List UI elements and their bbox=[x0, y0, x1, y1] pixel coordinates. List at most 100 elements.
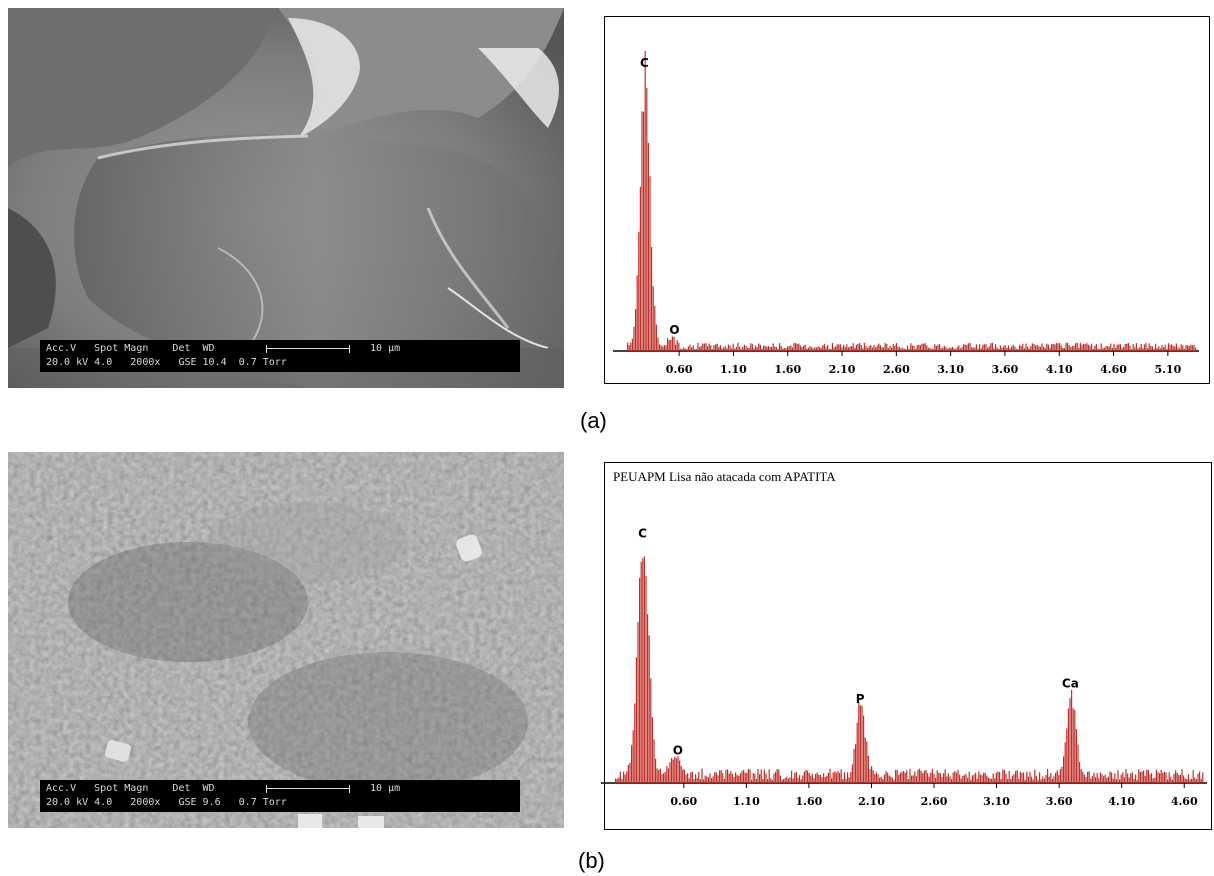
spectrum-bar bbox=[714, 772, 716, 783]
spectrum-bar bbox=[619, 771, 621, 783]
spectrum-bar bbox=[923, 343, 925, 351]
spectrum-bar bbox=[1149, 774, 1151, 783]
spectrum-bar bbox=[869, 769, 871, 783]
spectrum-bar bbox=[1199, 771, 1201, 783]
spectrum-bar bbox=[1015, 771, 1017, 783]
spectrum-bar bbox=[732, 343, 734, 351]
spectrum-bar bbox=[947, 773, 949, 783]
spectrum-bar bbox=[813, 778, 815, 783]
spectrum-bar bbox=[1115, 779, 1117, 783]
spectrum-bar bbox=[769, 346, 771, 351]
spectrum-bar bbox=[1020, 346, 1022, 351]
spectrum-bar bbox=[1147, 770, 1149, 783]
spectrum-bar bbox=[934, 344, 936, 351]
x-tick-label: 1.10 bbox=[720, 363, 747, 376]
spectrum-bar bbox=[699, 347, 701, 351]
spectrum-bar bbox=[938, 772, 940, 783]
spectrum-bar bbox=[751, 779, 753, 783]
spectrum-bar bbox=[624, 774, 626, 783]
spectrum-bar bbox=[825, 346, 827, 351]
spectrum-bar bbox=[833, 347, 835, 351]
spectrum-bar bbox=[1057, 343, 1059, 351]
spectrum-bar bbox=[690, 772, 692, 783]
spectrum-bar bbox=[815, 774, 817, 783]
spectrum-bar bbox=[914, 771, 916, 783]
spectrum-bar bbox=[1150, 345, 1152, 351]
spectrum-bar bbox=[651, 717, 653, 783]
spectrum-bar bbox=[895, 769, 897, 783]
spectrum-bar bbox=[748, 348, 750, 351]
spectrum-bar bbox=[669, 762, 671, 783]
spectrum-bar bbox=[887, 348, 889, 351]
spectrum-bar bbox=[957, 769, 959, 783]
spectrum-bar bbox=[836, 344, 838, 351]
spectrum-bar bbox=[1115, 347, 1117, 351]
spectrum-bar bbox=[995, 344, 997, 351]
sem-info-row1-b: Acc.V Spot Magn Det WD bbox=[46, 783, 215, 794]
spectrum-bar bbox=[787, 346, 789, 351]
spectrum-bar bbox=[715, 344, 717, 351]
spectrum-bar bbox=[1052, 343, 1054, 351]
spectrum-bar bbox=[911, 345, 913, 351]
spectrum-bar bbox=[1119, 779, 1121, 783]
spectrum-bar bbox=[1193, 344, 1195, 351]
spectrum-bar bbox=[628, 344, 630, 351]
spectrum-bar bbox=[899, 772, 901, 783]
spectrum-bar bbox=[1092, 348, 1094, 351]
spectrum-bar bbox=[827, 344, 829, 351]
spectrum-bar bbox=[735, 346, 737, 351]
spectrum-bar bbox=[1129, 345, 1131, 351]
spectrum-bar bbox=[767, 346, 769, 351]
spectrum-bar bbox=[991, 778, 993, 783]
spectrum-bar bbox=[755, 778, 757, 783]
spectrum-bar bbox=[1090, 778, 1092, 783]
spectrum-bar bbox=[1049, 347, 1051, 351]
x-tick-label: 4.10 bbox=[1046, 363, 1073, 376]
spectrum-bar bbox=[906, 769, 908, 783]
spectrum-bar bbox=[947, 348, 949, 351]
scale-bar-b bbox=[266, 785, 350, 793]
spectrum-bar bbox=[727, 769, 729, 783]
spectrum-bar bbox=[1101, 774, 1103, 783]
spectrum-bar bbox=[795, 342, 797, 351]
spectrum-bar bbox=[731, 774, 733, 783]
x-tick-label: 4.60 bbox=[1171, 795, 1198, 808]
spectrum-bar bbox=[1039, 772, 1041, 783]
spectrum-bar bbox=[983, 344, 985, 351]
spectrum-bar bbox=[973, 774, 975, 783]
spectrum-bar bbox=[1195, 347, 1197, 351]
spectrum-bar bbox=[863, 715, 865, 783]
spectrum-bar bbox=[653, 739, 655, 783]
spectrum-bar bbox=[967, 778, 969, 783]
spectrum-bar bbox=[851, 764, 853, 783]
sem-info-row2-a: 20.0 kV 4.0 2000x GSE 10.4 0.7 Torr bbox=[46, 357, 287, 368]
spectrum-bar bbox=[873, 344, 875, 351]
spectrum-bar bbox=[919, 768, 921, 783]
spectrum-bar bbox=[974, 347, 976, 351]
spectrum-bar bbox=[1088, 771, 1090, 783]
spectrum-bar bbox=[691, 347, 693, 351]
spectrum-bar bbox=[1175, 770, 1177, 783]
spectrum-bar bbox=[720, 770, 722, 783]
spectrum-bar bbox=[975, 772, 977, 783]
spectrum-bar bbox=[659, 344, 661, 351]
spectrum-bar bbox=[907, 345, 909, 351]
spectrum-bar bbox=[1046, 343, 1048, 351]
x-tick-label: 2.10 bbox=[829, 363, 856, 376]
spectrum-bar bbox=[908, 349, 910, 351]
spectrum-bar bbox=[1007, 778, 1009, 783]
spectrum-bar bbox=[1031, 776, 1033, 783]
spectrum-bar bbox=[626, 771, 628, 783]
spectrum-bar bbox=[803, 345, 805, 351]
spectrum-bar bbox=[858, 702, 860, 783]
spectrum-bar bbox=[1160, 769, 1162, 783]
spectrum-bar bbox=[1048, 776, 1050, 783]
spectrum-bar bbox=[1066, 728, 1068, 783]
spectrum-bar bbox=[1000, 778, 1002, 783]
spectrum-bar bbox=[1158, 346, 1160, 351]
spectrum-bar bbox=[623, 771, 625, 783]
spectrum-bar bbox=[616, 778, 618, 783]
spectrum-bar bbox=[671, 336, 673, 351]
spectrum-bar bbox=[781, 779, 783, 783]
spectrum-bar bbox=[1003, 346, 1005, 351]
